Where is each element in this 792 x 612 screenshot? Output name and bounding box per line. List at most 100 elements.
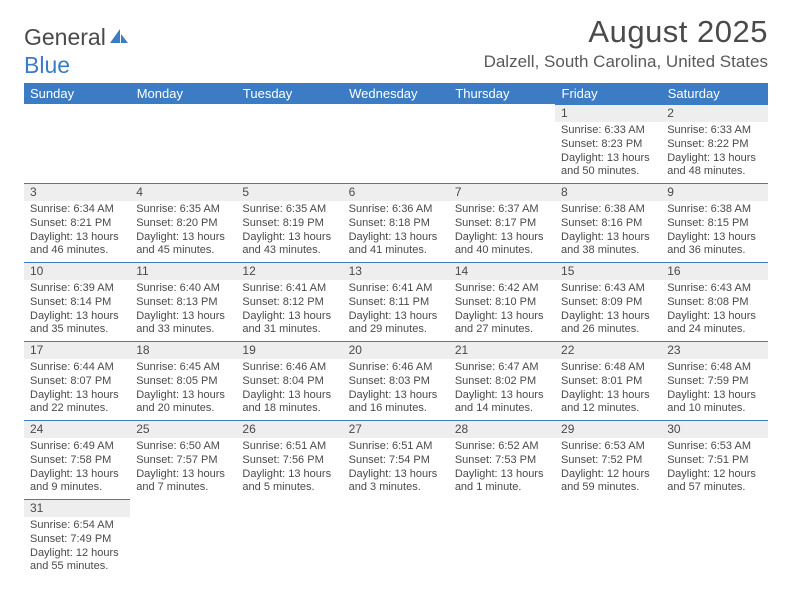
day-number: 9 (661, 183, 767, 201)
sunrise-line: Sunrise: 6:41 AM (349, 282, 443, 296)
sunrise-line: Sunrise: 6:52 AM (455, 440, 549, 454)
daylight-line: and 33 minutes. (136, 323, 230, 337)
day-number: 19 (236, 341, 342, 359)
sunset-line: Sunset: 8:03 PM (349, 375, 443, 389)
sunset-line: Sunset: 7:57 PM (136, 454, 230, 468)
sunrise-line: Sunrise: 6:38 AM (667, 203, 761, 217)
day-number: 17 (24, 341, 130, 359)
day-number: 24 (24, 420, 130, 438)
weekday-header: Tuesday (236, 83, 342, 104)
daylight-line: and 35 minutes. (30, 323, 124, 337)
calendar-day-cell: 30Sunrise: 6:53 AMSunset: 7:51 PMDayligh… (661, 420, 767, 499)
daylight-line: Daylight: 13 hours (667, 152, 761, 166)
daylight-line: Daylight: 13 hours (30, 389, 124, 403)
sunrise-line: Sunrise: 6:40 AM (136, 282, 230, 296)
weekday-header: Wednesday (343, 83, 449, 104)
day-details: Sunrise: 6:41 AMSunset: 8:11 PMDaylight:… (343, 280, 449, 341)
day-number: 11 (130, 262, 236, 280)
sunset-line: Sunset: 8:16 PM (561, 217, 655, 231)
day-details: Sunrise: 6:43 AMSunset: 8:08 PMDaylight:… (661, 280, 767, 341)
logo: General (24, 24, 130, 51)
sunset-line: Sunset: 8:19 PM (242, 217, 336, 231)
sunset-line: Sunset: 8:05 PM (136, 375, 230, 389)
day-number: 20 (343, 341, 449, 359)
daylight-line: and 41 minutes. (349, 244, 443, 258)
calendar-day-cell: 18Sunrise: 6:45 AMSunset: 8:05 PMDayligh… (130, 341, 236, 420)
day-details: Sunrise: 6:39 AMSunset: 8:14 PMDaylight:… (24, 280, 130, 341)
day-details: Sunrise: 6:48 AMSunset: 7:59 PMDaylight:… (661, 359, 767, 420)
sunrise-line: Sunrise: 6:36 AM (349, 203, 443, 217)
day-number: 8 (555, 183, 661, 201)
daylight-line: Daylight: 13 hours (136, 310, 230, 324)
sunset-line: Sunset: 7:53 PM (455, 454, 549, 468)
calendar-day-cell: 9Sunrise: 6:38 AMSunset: 8:15 PMDaylight… (661, 183, 767, 262)
sunrise-line: Sunrise: 6:33 AM (561, 124, 655, 138)
sunrise-line: Sunrise: 6:46 AM (242, 361, 336, 375)
day-details: Sunrise: 6:52 AMSunset: 7:53 PMDaylight:… (449, 438, 555, 499)
calendar-day-cell: 11Sunrise: 6:40 AMSunset: 8:13 PMDayligh… (130, 262, 236, 341)
calendar-day-cell: 8Sunrise: 6:38 AMSunset: 8:16 PMDaylight… (555, 183, 661, 262)
day-details: Sunrise: 6:35 AMSunset: 8:20 PMDaylight:… (130, 201, 236, 262)
sunrise-line: Sunrise: 6:53 AM (561, 440, 655, 454)
sunset-line: Sunset: 7:54 PM (349, 454, 443, 468)
sunset-line: Sunset: 8:10 PM (455, 296, 549, 310)
day-number: 25 (130, 420, 236, 438)
weekday-header-row: Sunday Monday Tuesday Wednesday Thursday… (24, 83, 768, 104)
day-details: Sunrise: 6:42 AMSunset: 8:10 PMDaylight:… (449, 280, 555, 341)
calendar-day-cell: 21Sunrise: 6:47 AMSunset: 8:02 PMDayligh… (449, 341, 555, 420)
daylight-line: and 59 minutes. (561, 481, 655, 495)
calendar-day-cell (343, 499, 449, 578)
daylight-line: Daylight: 12 hours (30, 547, 124, 561)
daylight-line: Daylight: 13 hours (136, 231, 230, 245)
day-number: 22 (555, 341, 661, 359)
day-details: Sunrise: 6:38 AMSunset: 8:15 PMDaylight:… (661, 201, 767, 262)
sunrise-line: Sunrise: 6:49 AM (30, 440, 124, 454)
day-number: 2 (661, 104, 767, 122)
day-details: Sunrise: 6:35 AMSunset: 8:19 PMDaylight:… (236, 201, 342, 262)
day-number: 23 (661, 341, 767, 359)
day-details: Sunrise: 6:45 AMSunset: 8:05 PMDaylight:… (130, 359, 236, 420)
day-details: Sunrise: 6:43 AMSunset: 8:09 PMDaylight:… (555, 280, 661, 341)
calendar-day-cell: 25Sunrise: 6:50 AMSunset: 7:57 PMDayligh… (130, 420, 236, 499)
sunrise-line: Sunrise: 6:34 AM (30, 203, 124, 217)
daylight-line: Daylight: 13 hours (30, 310, 124, 324)
sunset-line: Sunset: 8:18 PM (349, 217, 443, 231)
daylight-line: and 1 minute. (455, 481, 549, 495)
calendar-body: 1Sunrise: 6:33 AMSunset: 8:23 PMDaylight… (24, 104, 768, 578)
daylight-line: Daylight: 13 hours (30, 231, 124, 245)
day-details: Sunrise: 6:46 AMSunset: 8:03 PMDaylight:… (343, 359, 449, 420)
logo-word1: General (24, 24, 106, 51)
daylight-line: and 14 minutes. (455, 402, 549, 416)
daylight-line: and 38 minutes. (561, 244, 655, 258)
sunset-line: Sunset: 7:59 PM (667, 375, 761, 389)
sunset-line: Sunset: 8:08 PM (667, 296, 761, 310)
page-root: General August 2025 Dalzell, South Carol… (0, 0, 792, 578)
sunset-line: Sunset: 7:51 PM (667, 454, 761, 468)
calendar-day-cell: 7Sunrise: 6:37 AMSunset: 8:17 PMDaylight… (449, 183, 555, 262)
calendar-day-cell: 19Sunrise: 6:46 AMSunset: 8:04 PMDayligh… (236, 341, 342, 420)
sunset-line: Sunset: 8:11 PM (349, 296, 443, 310)
day-number: 7 (449, 183, 555, 201)
day-details: Sunrise: 6:54 AMSunset: 7:49 PMDaylight:… (24, 517, 130, 578)
sunrise-line: Sunrise: 6:33 AM (667, 124, 761, 138)
day-details: Sunrise: 6:40 AMSunset: 8:13 PMDaylight:… (130, 280, 236, 341)
daylight-line: Daylight: 13 hours (561, 310, 655, 324)
sunrise-line: Sunrise: 6:45 AM (136, 361, 230, 375)
day-number: 5 (236, 183, 342, 201)
sunset-line: Sunset: 8:17 PM (455, 217, 549, 231)
daylight-line: and 48 minutes. (667, 165, 761, 179)
calendar-day-cell: 20Sunrise: 6:46 AMSunset: 8:03 PMDayligh… (343, 341, 449, 420)
daylight-line: Daylight: 13 hours (136, 389, 230, 403)
calendar-week-row: 3Sunrise: 6:34 AMSunset: 8:21 PMDaylight… (24, 183, 768, 262)
daylight-line: and 45 minutes. (136, 244, 230, 258)
sunrise-line: Sunrise: 6:51 AM (349, 440, 443, 454)
daylight-line: Daylight: 13 hours (455, 468, 549, 482)
calendar-day-cell: 10Sunrise: 6:39 AMSunset: 8:14 PMDayligh… (24, 262, 130, 341)
sunrise-line: Sunrise: 6:48 AM (561, 361, 655, 375)
day-number: 10 (24, 262, 130, 280)
sunset-line: Sunset: 8:01 PM (561, 375, 655, 389)
daylight-line: and 57 minutes. (667, 481, 761, 495)
day-number: 15 (555, 262, 661, 280)
daylight-line: Daylight: 13 hours (136, 468, 230, 482)
weekday-header: Monday (130, 83, 236, 104)
